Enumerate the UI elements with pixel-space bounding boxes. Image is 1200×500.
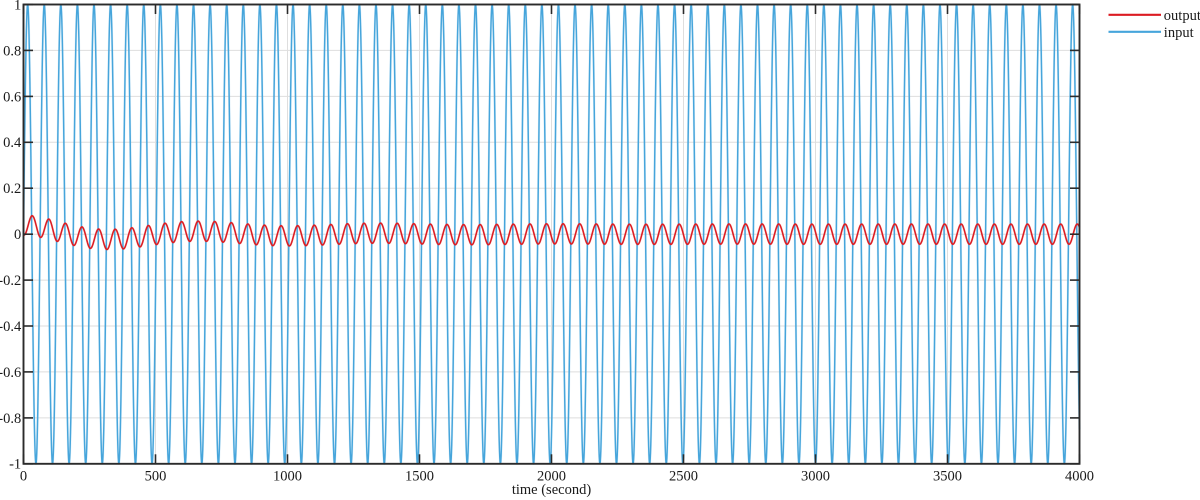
svg-text:input: input [1164,25,1194,41]
svg-text:500: 500 [145,468,167,484]
svg-text:-0.4: -0.4 [0,319,22,335]
svg-text:1000: 1000 [273,468,302,484]
svg-text:-0.2: -0.2 [0,273,21,289]
svg-text:-0.6: -0.6 [0,365,21,381]
svg-text:1: 1 [14,0,21,13]
svg-text:2000: 2000 [537,468,566,484]
svg-text:3500: 3500 [933,468,962,484]
svg-text:0.2: 0.2 [3,181,21,197]
svg-text:output: output [1164,8,1200,24]
svg-text:0.4: 0.4 [3,135,22,151]
svg-text:-0.8: -0.8 [0,411,21,427]
svg-text:-1: -1 [9,457,21,473]
svg-text:0.8: 0.8 [3,43,21,59]
svg-text:0: 0 [20,468,27,484]
svg-text:0: 0 [14,227,21,243]
svg-text:2500: 2500 [669,468,698,484]
svg-text:4000: 4000 [1065,468,1094,484]
svg-text:time (second): time (second) [512,482,591,498]
svg-text:1500: 1500 [405,468,434,484]
svg-text:0.6: 0.6 [3,89,21,105]
svg-text:3000: 3000 [801,468,830,484]
